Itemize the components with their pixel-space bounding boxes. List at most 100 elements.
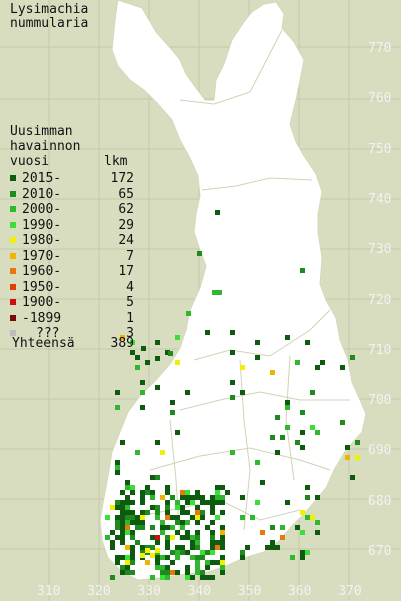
observation-square — [200, 500, 205, 505]
observation-square — [175, 430, 180, 435]
observation-square — [115, 525, 120, 530]
observation-square — [285, 400, 290, 405]
observation-square — [140, 525, 145, 530]
observation-square — [220, 495, 225, 500]
observation-square — [305, 550, 310, 555]
legend-count: 7 — [126, 248, 134, 264]
observation-square — [230, 450, 235, 455]
observation-square — [160, 570, 165, 575]
observation-square — [120, 570, 125, 575]
observation-square — [125, 495, 130, 500]
observation-square — [130, 530, 135, 535]
observation-square — [185, 500, 190, 505]
observation-square — [310, 425, 315, 430]
observation-square — [190, 515, 195, 520]
y-tick-label: 750 — [368, 141, 392, 157]
observation-square — [195, 510, 200, 515]
legend-label: 1980- — [22, 233, 62, 248]
legend-count: 62 — [118, 202, 134, 217]
observation-square — [115, 500, 120, 505]
observation-square — [110, 540, 115, 545]
observation-square — [175, 505, 180, 510]
observation-square — [165, 350, 170, 355]
observation-square — [300, 410, 305, 415]
observation-square — [190, 535, 195, 540]
observation-square — [275, 415, 280, 420]
observation-square — [155, 548, 160, 553]
observation-square — [240, 495, 245, 500]
observation-square — [240, 515, 245, 520]
observation-square — [285, 335, 290, 340]
observation-square — [186, 311, 191, 316]
observation-square — [295, 440, 300, 445]
observation-square — [120, 525, 125, 530]
observation-square — [165, 505, 170, 510]
observation-square — [115, 535, 120, 540]
observation-square — [185, 510, 190, 515]
observation-square — [340, 365, 345, 370]
observation-square — [210, 550, 215, 555]
observation-square — [125, 480, 130, 485]
observation-square — [175, 550, 180, 555]
observation-square — [300, 550, 305, 555]
observation-square — [220, 525, 225, 530]
observation-square — [165, 485, 170, 490]
observation-square — [195, 540, 200, 545]
observation-square — [205, 500, 210, 505]
observation-square — [170, 515, 175, 520]
observation-square — [290, 555, 295, 560]
observation-square — [125, 485, 130, 490]
x-tick-label: 320 — [87, 584, 111, 599]
observation-square — [185, 535, 190, 540]
observation-square — [155, 475, 160, 480]
observation-square — [140, 520, 145, 525]
observation-square — [155, 535, 160, 540]
observation-square — [180, 490, 185, 495]
legend-total-count: 389 — [110, 336, 134, 351]
observation-square — [165, 575, 170, 580]
observation-square — [155, 440, 160, 445]
observation-square — [200, 515, 205, 520]
observation-square — [180, 545, 185, 550]
map-title-line2: nummularia — [10, 16, 89, 31]
observation-square — [120, 335, 125, 340]
legend-count: 4 — [126, 279, 134, 295]
observation-square — [165, 535, 170, 540]
observation-square — [130, 350, 135, 355]
legend-row: 1990- 29 — [10, 218, 134, 233]
observation-square — [200, 510, 205, 515]
observation-square — [210, 505, 215, 510]
observation-square — [150, 525, 155, 530]
observation-square — [300, 445, 305, 450]
observation-square — [210, 495, 215, 500]
y-tick-label: 740 — [368, 191, 392, 207]
legend-label: 1970- — [22, 248, 62, 264]
observation-square — [150, 553, 155, 558]
observation-square — [215, 515, 220, 520]
observation-square — [220, 540, 225, 545]
observation-square — [220, 545, 225, 550]
observation-square — [185, 495, 190, 500]
observation-square — [215, 495, 220, 500]
observation-square — [140, 500, 145, 505]
observation-square — [120, 490, 125, 495]
observation-square — [300, 268, 305, 273]
observation-square — [120, 565, 125, 570]
observation-square — [345, 455, 350, 460]
observation-square — [295, 525, 300, 530]
observation-square — [165, 555, 170, 560]
observation-square — [125, 560, 130, 565]
observation-square — [212, 290, 217, 295]
observation-square — [135, 450, 140, 455]
observation-square — [140, 490, 145, 495]
observation-square — [210, 560, 215, 565]
observation-square — [240, 550, 245, 555]
observation-square — [180, 525, 185, 530]
observation-square — [155, 340, 160, 345]
observation-square — [125, 545, 130, 550]
observation-square — [185, 490, 190, 495]
observation-square — [220, 510, 225, 515]
observation-square — [140, 380, 145, 385]
observation-square — [160, 575, 165, 580]
observation-square — [280, 435, 285, 440]
